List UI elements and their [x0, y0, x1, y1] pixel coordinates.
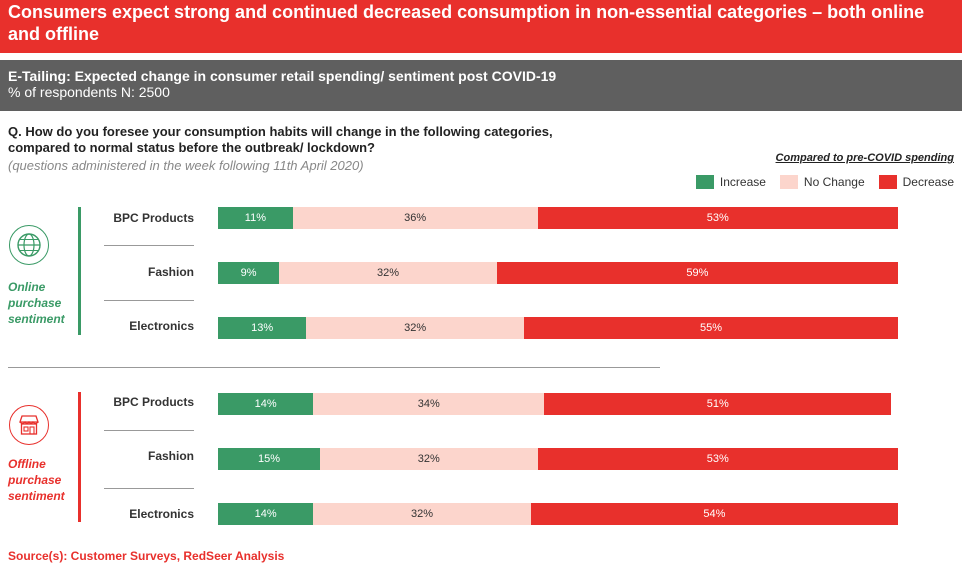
- bar-segment-increase: 13%: [218, 317, 307, 339]
- legend-label-no-change: No Change: [803, 175, 865, 189]
- bar-segment-increase: 15%: [218, 448, 320, 470]
- question-note: (questions administered in the week foll…: [8, 158, 364, 173]
- category-label: BPC Products: [113, 395, 194, 409]
- bar-value-label: 32%: [376, 267, 399, 279]
- segment-label-online-line: Online: [8, 280, 46, 294]
- segment-label-offline-line: purchase: [8, 473, 62, 487]
- category-separator: [104, 245, 194, 246]
- bar-segment-decrease: 59%: [496, 262, 898, 284]
- bar-row: 15% 32% 53%: [218, 448, 898, 470]
- bar-value-label: 36%: [404, 212, 427, 224]
- legend-swatch-increase: [695, 175, 714, 189]
- legend: Increase No Change Decrease: [682, 175, 954, 189]
- legend-label-decrease: Decrease: [902, 175, 954, 189]
- sample-note: % of respondents N: 2500: [8, 84, 170, 100]
- legend-swatch-no-change: [779, 175, 798, 189]
- category-separator: [104, 300, 194, 301]
- bar-segment-no-change: 32%: [313, 503, 531, 525]
- bar-value-label: 55%: [699, 322, 722, 334]
- segment-label-offline: Offline purchase sentiment: [8, 456, 65, 504]
- bar-segment-no-change: 32%: [320, 448, 538, 470]
- bar-value-label: 34%: [417, 398, 440, 410]
- page-title: Consumers expect strong and continued de…: [8, 2, 925, 44]
- category-separator: [104, 488, 194, 489]
- legend-item-decrease: Decrease: [878, 175, 954, 189]
- segment-label-offline-line: Offline: [8, 457, 46, 471]
- bar-value-label: 32%: [404, 322, 427, 334]
- bar-segment-decrease: 53%: [537, 207, 898, 229]
- category-label: Electronics: [129, 319, 194, 333]
- legend-label-increase: Increase: [719, 175, 766, 189]
- bar-value-label: 32%: [410, 508, 433, 520]
- bar-value-label: 9%: [240, 267, 257, 279]
- segment-divider: [8, 367, 660, 368]
- bar-value-label: 53%: [706, 212, 729, 224]
- bar-value-label: 11%: [244, 212, 266, 224]
- bar-row: 9% 32% 59%: [218, 262, 898, 284]
- segment-label-offline-line: sentiment: [8, 489, 65, 503]
- segment-label-online-line: sentiment: [8, 312, 65, 326]
- bar-row: 14% 34% 51%: [218, 393, 892, 415]
- bar-segment-increase: 14%: [218, 393, 314, 415]
- category-label: BPC Products: [113, 211, 194, 225]
- bar-value-label: 15%: [257, 453, 281, 465]
- bar-segment-decrease: 54%: [530, 503, 898, 525]
- segment-bracket-offline: [78, 392, 81, 522]
- bar-value-label: 51%: [706, 398, 729, 410]
- survey-question: Q. How do you foresee your consumption h…: [8, 124, 553, 155]
- bar-segment-no-change: 34%: [313, 393, 545, 415]
- source-note: Source(s): Customer Surveys, RedSeer Ana…: [8, 549, 285, 563]
- bar-segment-no-change: 36%: [292, 207, 538, 229]
- globe-icon: [9, 225, 49, 265]
- category-label: Fashion: [147, 265, 194, 279]
- bar-segment-increase: 9%: [218, 262, 280, 284]
- bar-row: 13% 32% 55%: [218, 317, 898, 339]
- subtitle-bar: E-Tailing: Expected change in consumer r…: [0, 60, 962, 111]
- bar-value-label: 13%: [251, 322, 274, 334]
- bar-segment-increase: 14%: [218, 503, 314, 525]
- bar-value-label: 14%: [254, 398, 277, 410]
- segment-label-online-line: purchase: [8, 296, 62, 310]
- bar-value-label: 59%: [686, 267, 709, 279]
- bar-value-label: 32%: [417, 453, 440, 465]
- category-label: Electronics: [129, 507, 194, 521]
- bar-segment-decrease: 53%: [537, 448, 898, 470]
- bar-row: 14% 32% 54%: [218, 503, 898, 525]
- bar-value-label: 53%: [706, 453, 729, 465]
- bar-row: 11% 36% 53%: [218, 207, 898, 229]
- chart-subtitle: E-Tailing: Expected change in consumer r…: [8, 68, 557, 84]
- title-bar: Consumers expect strong and continued de…: [0, 0, 962, 53]
- bar-segment-decrease: 55%: [523, 317, 898, 339]
- legend-swatch-decrease: [878, 175, 897, 189]
- category-separator: [104, 430, 194, 431]
- segment-label-online: Online purchase sentiment: [8, 279, 65, 327]
- bar-value-label: 14%: [254, 508, 277, 520]
- legend-item-no-change: No Change: [779, 175, 865, 189]
- bar-segment-decrease: 51%: [544, 393, 892, 415]
- bar-segment-increase: 11%: [218, 207, 293, 229]
- bar-segment-no-change: 32%: [306, 317, 524, 339]
- bar-segment-no-change: 32%: [279, 262, 497, 284]
- bar-value-label: 54%: [703, 508, 726, 520]
- compared-note: Compared to pre-COVID spending: [775, 152, 954, 164]
- legend-item-increase: Increase: [695, 175, 766, 189]
- store-icon: [9, 405, 49, 445]
- category-label: Fashion: [147, 449, 194, 463]
- segment-bracket-online: [78, 207, 81, 335]
